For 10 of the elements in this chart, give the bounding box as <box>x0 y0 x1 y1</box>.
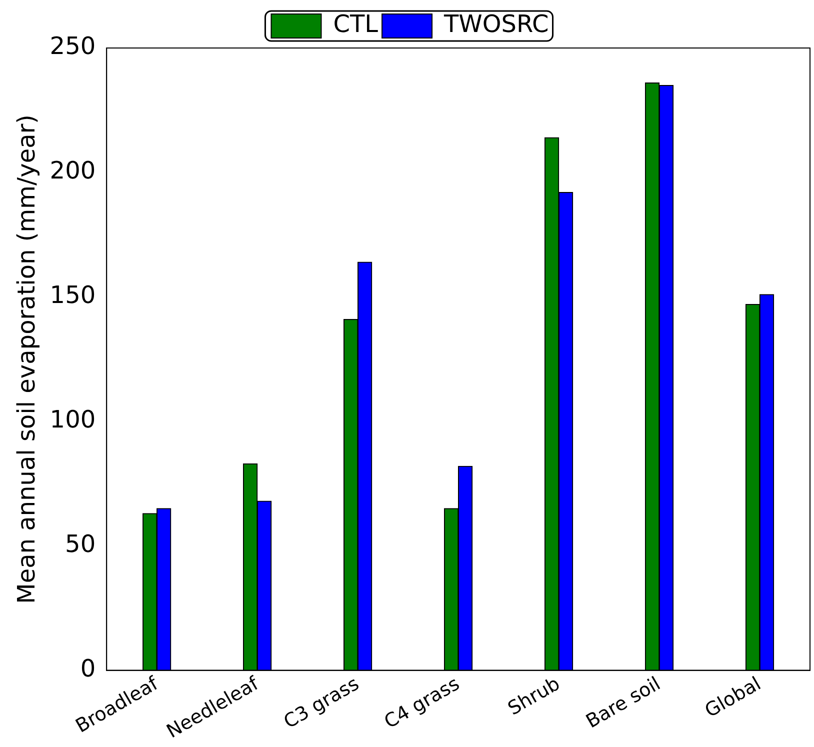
x-tick-label: Bare soil <box>582 672 664 733</box>
y-tick-label: 250 <box>50 32 96 60</box>
y-tick-label: 100 <box>50 406 96 434</box>
legend-label: CTL <box>333 10 379 38</box>
legend-label: TWOSRC <box>443 10 549 38</box>
y-tick-label: 50 <box>65 530 96 558</box>
y-tick-label: 200 <box>50 156 96 185</box>
y-tick-label: 150 <box>50 281 96 310</box>
y-axis-title: Mean annual soil evaporation (mm/year) <box>12 114 41 604</box>
y-tick-label: 0 <box>80 654 96 683</box>
